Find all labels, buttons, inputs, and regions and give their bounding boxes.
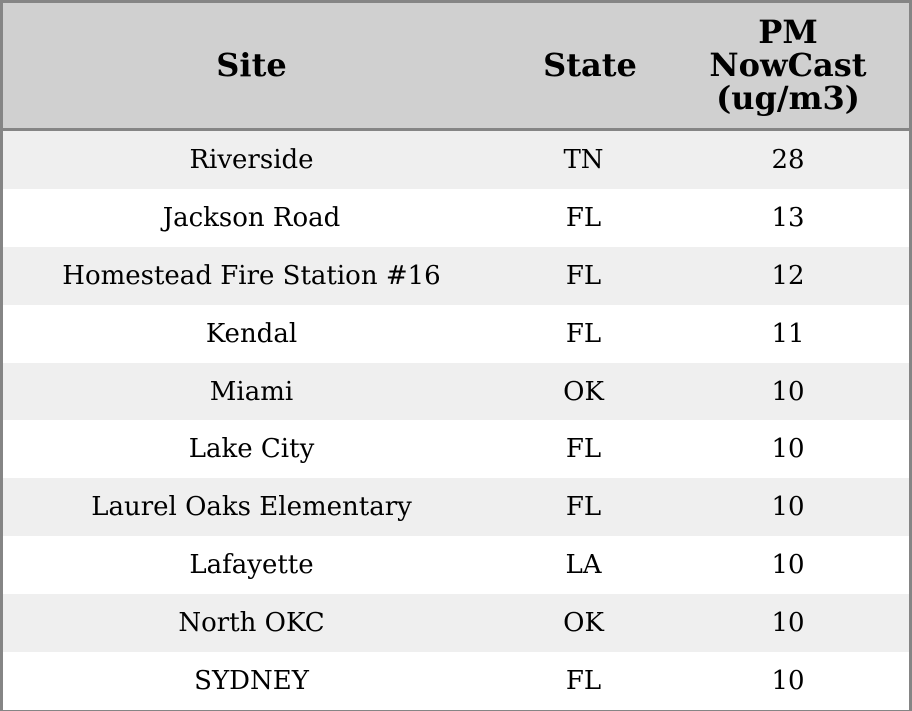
table-cell: LA (500, 536, 667, 595)
table-cell: FL (500, 652, 667, 710)
table-cell: OK (500, 362, 667, 421)
table-cell: TN (500, 129, 667, 189)
header-text: Site (216, 46, 287, 84)
table-cell: 28 (667, 129, 909, 189)
table-cell: FL (500, 478, 667, 537)
table-cell: SYDNEY (3, 652, 500, 710)
table-cell: 10 (667, 478, 909, 537)
table-cell: OK (500, 594, 667, 653)
table-cell: North OKC (3, 594, 500, 653)
table-row: SYDNEY FL 10 (3, 652, 909, 710)
table-row: North OKC OK 10 (3, 594, 909, 653)
table-body: Riverside TN 28 Jackson Road FL 13 Homestead F… (3, 129, 909, 710)
table-cell: Homestead Fire Station #16 (3, 246, 500, 305)
table-cell: Lake City (3, 420, 500, 479)
table-row: Kendal FL 11 (3, 304, 909, 363)
header-row: Site State PM NowCast (ug/m3) (3, 3, 909, 131)
data-table: Site State PM NowCast (ug/m3) Riverside TN 2… (3, 3, 909, 710)
table-cell: Miami (3, 362, 500, 421)
table-row: Lafayette LA 10 (3, 536, 909, 595)
table-cell: 10 (667, 594, 909, 653)
table-cell: FL (500, 420, 667, 479)
table-cell: Kendal (3, 304, 500, 363)
header-text: State (543, 46, 637, 84)
table-cell: 10 (667, 362, 909, 421)
table-cell: 11 (667, 304, 909, 363)
table-row: Laurel Oaks Elementary FL 10 (3, 478, 909, 537)
table-cell: 13 (667, 188, 909, 247)
column-header: State (500, 3, 667, 131)
table-row: Jackson Road FL 13 (3, 188, 909, 247)
table-cell: Jackson Road (3, 188, 500, 247)
table-cell: FL (500, 188, 667, 247)
column-header: PM NowCast (ug/m3) (667, 3, 909, 131)
table-cell: Lafayette (3, 536, 500, 595)
table-cell: 12 (667, 246, 909, 305)
table-cell: 10 (667, 536, 909, 595)
column-header: Site (3, 3, 500, 131)
table-row: Homestead Fire Station #16 FL 12 (3, 246, 909, 305)
table-row: Miami OK 10 (3, 362, 909, 421)
table-cell: FL (500, 304, 667, 363)
table-cell: Laurel Oaks Elementary (3, 478, 500, 537)
table-cell: FL (500, 246, 667, 305)
table-cell: 10 (667, 420, 909, 479)
table-row: Lake City FL 10 (3, 420, 909, 479)
header-text: PM NowCast (ug/m3) (709, 13, 867, 117)
table-header: Site State PM NowCast (ug/m3) (3, 3, 909, 131)
table-cell: Riverside (3, 129, 500, 189)
table-cell: 10 (667, 652, 909, 710)
table-row: Riverside TN 28 (3, 129, 909, 189)
